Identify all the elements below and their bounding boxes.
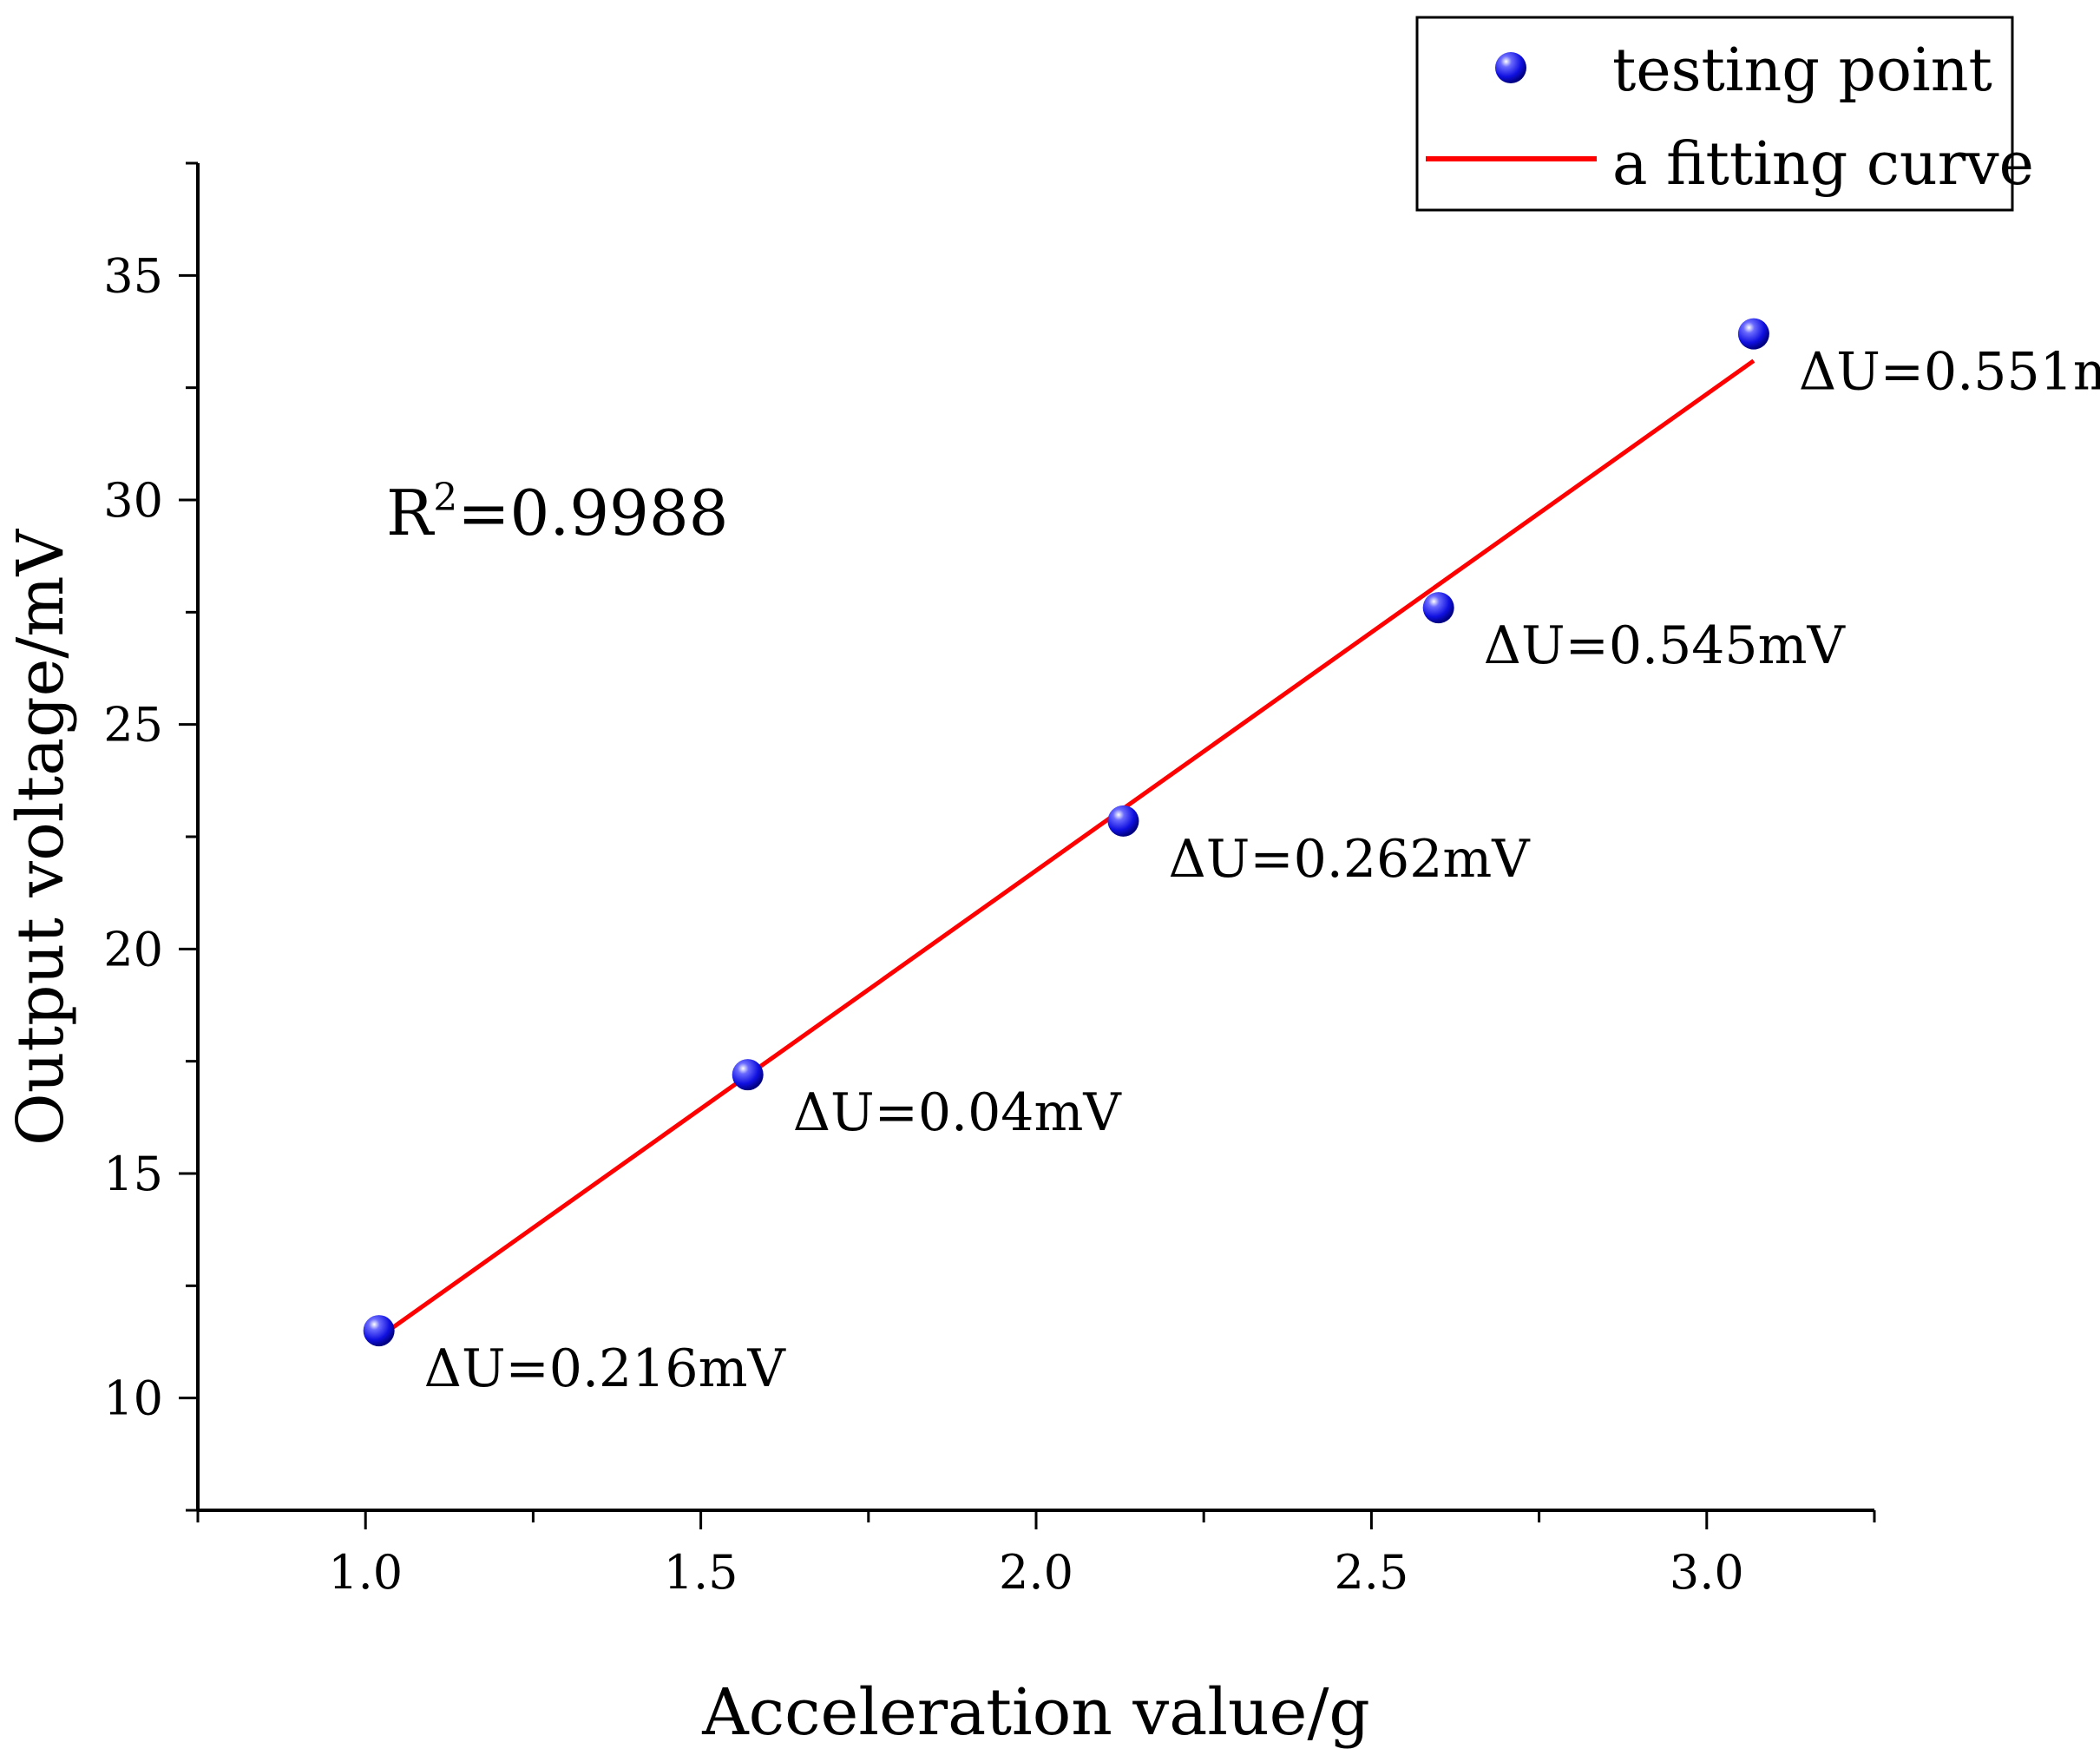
x-tick-label: 1.0	[328, 1545, 403, 1600]
y-tick-label: 10	[103, 1371, 163, 1426]
points-layer	[363, 318, 1769, 1347]
testing-point	[1107, 805, 1139, 837]
x-axis-title: Acceleration value/g	[701, 1675, 1370, 1750]
x-tick-label: 1.5	[664, 1545, 738, 1600]
y-tick-label: 30	[103, 473, 163, 528]
legend-label-fitting-curve: a fitting curve	[1612, 130, 2034, 199]
delta-u-label: ΔU=0.262mV	[1168, 829, 1531, 890]
x-tick-label: 2.5	[1334, 1545, 1408, 1600]
delta-u-label: ΔU=0.545mV	[1484, 615, 1847, 676]
y-axis-title: Output voltage/mV	[3, 528, 78, 1145]
labels-layer: ΔU=0.216mV ΔU=0.04mV ΔU=0.262mV ΔU=0.545mV Δ…	[424, 342, 2100, 1399]
delta-u-label: ΔU=0.216mV	[424, 1338, 787, 1399]
y-ticks: 10 15 20 25 30 35	[103, 161, 198, 1512]
r-squared-letter: R	[386, 477, 435, 549]
delta-u-label: ΔU=0.04mV	[793, 1082, 1123, 1143]
r-squared-value: =0.9988	[457, 477, 728, 549]
y-tick-label: 15	[103, 1147, 163, 1201]
fitting-curve-line	[377, 358, 1755, 1339]
testing-point	[1422, 592, 1454, 624]
y-tick-label: 35	[103, 248, 163, 303]
x-tick-label: 2.0	[999, 1545, 1073, 1600]
legend-marker-testing-point	[1495, 52, 1526, 83]
legend: testing point a fitting curve	[1415, 16, 2034, 212]
x-ticks: 1.0 1.5 2.0 2.5 3.0	[196, 1510, 1876, 1600]
legend-label-testing-point: testing point	[1612, 36, 1992, 105]
legend-box	[1415, 16, 2014, 212]
testing-point	[1737, 318, 1769, 350]
delta-u-label: ΔU=0.551mV	[1799, 342, 2100, 403]
r-squared-superscript: 2	[433, 476, 457, 520]
r-squared-label: R2=0.9988	[386, 476, 728, 549]
x-tick-label: 3.0	[1670, 1545, 1744, 1600]
y-tick-label: 25	[103, 698, 163, 753]
testing-point	[732, 1059, 764, 1091]
testing-point	[363, 1315, 395, 1347]
fit-layer	[377, 358, 1755, 1339]
y-tick-label: 20	[103, 922, 163, 976]
